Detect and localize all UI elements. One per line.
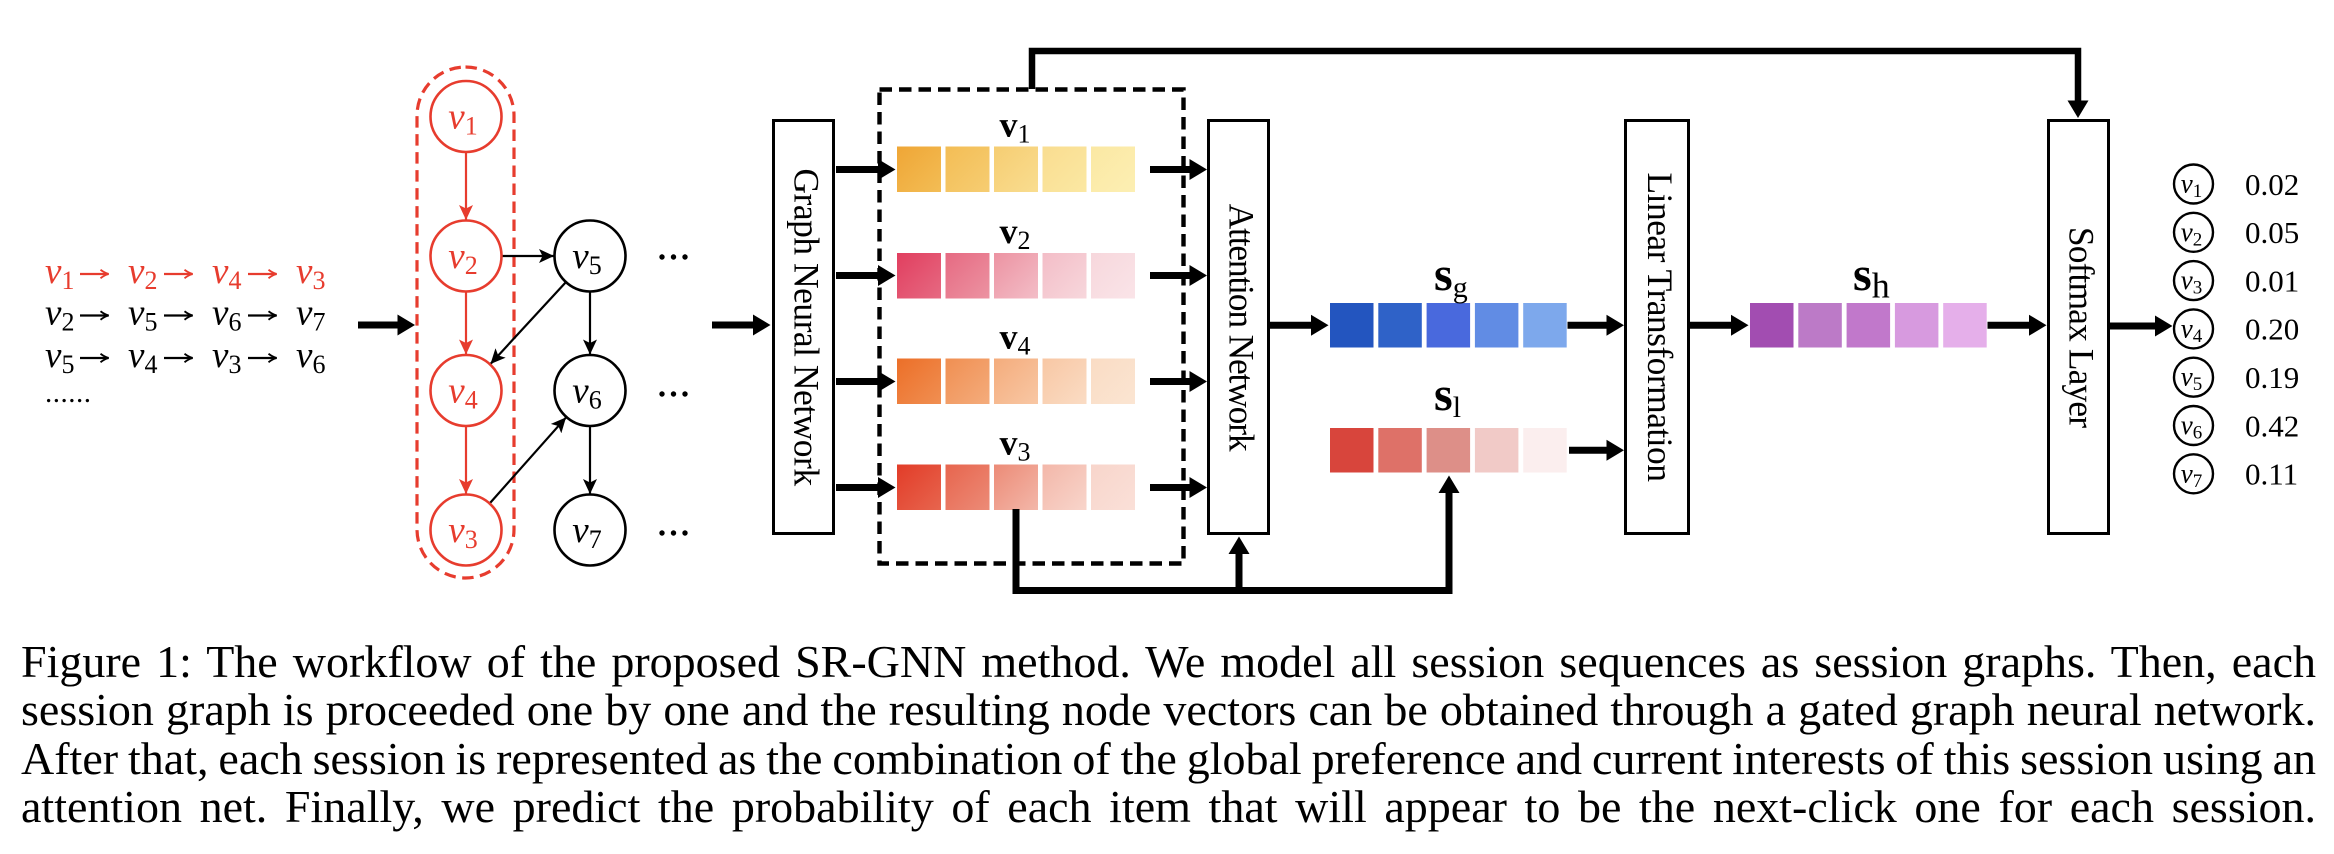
svg-text:v6: v6 <box>212 293 241 337</box>
svg-text:0.01: 0.01 <box>2245 263 2299 298</box>
svg-text:v3: v3 <box>296 251 325 295</box>
svg-text:Attention Network: Attention Network <box>1222 204 1262 452</box>
svg-text:v4: v4 <box>212 251 241 295</box>
svg-text:v1: v1 <box>45 251 74 295</box>
svg-text:0.19: 0.19 <box>2245 360 2299 395</box>
svg-text:v2: v2 <box>1000 211 1031 255</box>
svg-text:0.05: 0.05 <box>2245 215 2299 250</box>
svg-text:sh: sh <box>1853 248 1890 306</box>
svg-text:v1: v1 <box>2181 169 2202 203</box>
svg-text:v7: v7 <box>296 293 325 337</box>
svg-text:v5: v5 <box>128 293 157 337</box>
svg-text:v3: v3 <box>212 335 241 379</box>
svg-text:0.20: 0.20 <box>2245 312 2299 347</box>
svg-text:Softmax Layer: Softmax Layer <box>2062 227 2102 428</box>
svg-text:v2: v2 <box>128 251 157 295</box>
svg-text:v4: v4 <box>1000 317 1031 361</box>
svg-text:Linear Transformation: Linear Transformation <box>1640 173 1680 483</box>
svg-text:v6: v6 <box>2181 410 2202 444</box>
svg-text:sl: sl <box>1434 368 1461 424</box>
svg-text:......: ...... <box>45 377 92 409</box>
svg-text:v2: v2 <box>45 293 74 337</box>
svg-text:sg: sg <box>1434 248 1468 304</box>
svg-text:v4: v4 <box>128 335 157 379</box>
svg-text:0.42: 0.42 <box>2245 408 2299 443</box>
svg-text:0.11: 0.11 <box>2245 457 2298 492</box>
svg-text:0.02: 0.02 <box>2245 167 2299 202</box>
svg-text:v7: v7 <box>572 510 601 554</box>
svg-text:v6: v6 <box>296 335 325 379</box>
svg-text:v6: v6 <box>572 371 601 415</box>
svg-text:v3: v3 <box>448 510 477 554</box>
svg-text:v7: v7 <box>2181 458 2202 492</box>
svg-text:v4: v4 <box>2181 313 2203 347</box>
svg-text:v4: v4 <box>448 371 477 415</box>
svg-text:Graph Neural Network: Graph Neural Network <box>787 168 827 486</box>
svg-text:v3: v3 <box>2181 265 2202 299</box>
svg-text:v5: v5 <box>2181 362 2202 396</box>
svg-text:v1: v1 <box>1000 105 1031 149</box>
svg-text:v5: v5 <box>45 335 74 379</box>
svg-text:v3: v3 <box>1000 423 1031 467</box>
svg-text:v2: v2 <box>2181 217 2202 251</box>
svg-text:v5: v5 <box>572 236 601 280</box>
